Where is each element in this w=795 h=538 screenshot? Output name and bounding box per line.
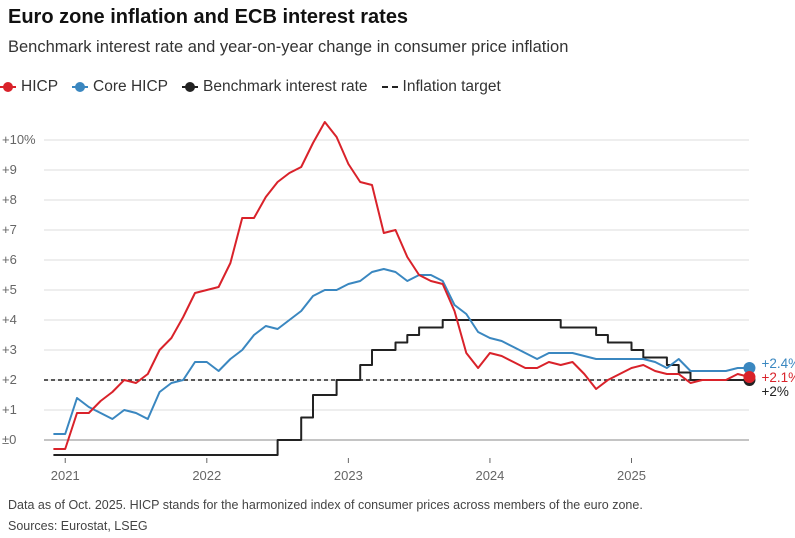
y-tick-label: +10% <box>2 132 36 147</box>
legend-label-hicp: HICP <box>21 78 59 95</box>
legend-label-core-hicp: Core HICP <box>93 78 168 95</box>
legend-item-core-hicp: Core HICP <box>72 78 168 96</box>
legend-item-hicp: HICP <box>0 78 58 96</box>
legend-swatch-hicp <box>0 81 16 93</box>
legend-swatch-core-hicp <box>72 81 89 93</box>
y-tick-label: +3 <box>2 342 17 357</box>
x-tick-label: 2025 <box>617 468 646 483</box>
benchmark-interest-rate-line <box>53 319 750 456</box>
legend-label-inflation-target: Inflation target <box>402 78 501 95</box>
hicp-end-label: +2.1% <box>761 370 795 385</box>
hicp-line <box>53 121 750 450</box>
legend-label-benchmark-rate: Benchmark interest rate <box>202 78 368 95</box>
benchmark-interest-rate-end-label: +2% <box>761 384 788 399</box>
y-tick-label: +6 <box>2 252 17 267</box>
legend-swatch-inflation-target <box>381 81 398 93</box>
core-hicp-end-point <box>743 362 756 374</box>
y-tick-label: ±0 <box>2 432 16 447</box>
x-tick-label: 2021 <box>51 468 80 483</box>
chart-title: Euro zone inflation and ECB interest rat… <box>8 6 409 28</box>
legend-item-inflation-target: Inflation target <box>381 78 501 96</box>
core-hicp-line <box>53 268 750 435</box>
chart-subtitle: Benchmark interest rate and year-on-year… <box>8 38 569 56</box>
sources: Sources: Eurostat, LSEG <box>8 519 148 533</box>
legend: HICP Core HICP Benchmark interest rate I… <box>0 78 515 96</box>
y-tick-label: +7 <box>2 222 17 237</box>
line-chart: ±0 +1 +2 +3 +4 +5 +6 +7 +8 +9 +10% 2021 2022 2023 2024… <box>2 121 795 483</box>
y-tick-label: +2 <box>2 372 17 387</box>
y-tick-label: +8 <box>2 192 17 207</box>
y-tick-label: +9 <box>2 162 17 177</box>
footnote: Data as of Oct. 2025. HICP stands for th… <box>8 498 643 512</box>
x-tick-label: 2024 <box>475 468 504 483</box>
y-tick-label: +1 <box>2 402 17 417</box>
core-hicp-end-label: +2.4% <box>761 356 795 371</box>
legend-item-benchmark-rate: Benchmark interest rate <box>181 78 368 96</box>
x-tick-label: 2022 <box>192 468 221 483</box>
legend-swatch-benchmark-rate <box>181 81 198 93</box>
x-tick-label: 2023 <box>334 468 363 483</box>
y-tick-label: +4 <box>2 312 17 327</box>
y-tick-label: +5 <box>2 282 17 297</box>
hicp-end-point <box>743 371 756 383</box>
